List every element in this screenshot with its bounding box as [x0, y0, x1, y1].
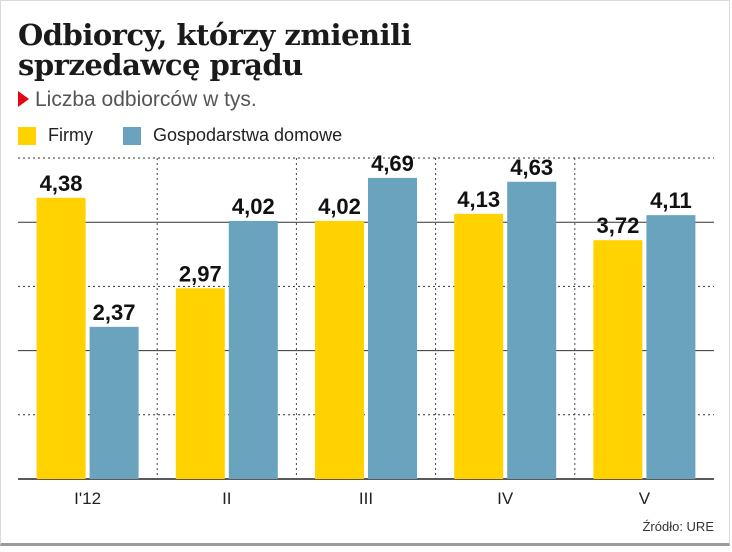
legend-item-firmy: Firmy [18, 125, 93, 146]
chart-subtitle: Liczba odbiorców w tys. [18, 88, 257, 112]
bar-gospodarstwa [228, 220, 278, 479]
x-tick-label: IV [497, 489, 514, 508]
data-label: 4,13 [457, 187, 500, 212]
bar-firmy [593, 240, 643, 479]
bar-firmy [36, 197, 86, 479]
legend-item-gospodarstwa: Gospodarstwa domowe [122, 125, 343, 146]
legend-swatch-gospodarstwa [122, 126, 141, 145]
data-label: 4,02 [232, 194, 275, 219]
bar-firmy [315, 220, 364, 479]
chart-title: Odbiorcy, którzy zmienili sprzedawcę prą… [18, 18, 412, 82]
x-tick-label: II [222, 489, 231, 508]
data-label: 2,37 [93, 300, 136, 325]
legend-label-firmy: Firmy [48, 125, 93, 145]
data-label: 4,11 [650, 188, 692, 213]
bar-gospodarstwa [507, 181, 557, 479]
bar-firmy [175, 288, 225, 479]
data-label: 4,02 [318, 194, 361, 219]
bar-firmy [454, 213, 504, 479]
bar-gospodarstwa [89, 326, 139, 479]
data-label: 4,63 [510, 155, 553, 180]
x-tick-label: III [359, 489, 373, 508]
bar-gospodarstwa [368, 177, 417, 480]
chart-subtitle-text: Liczba odbiorców w tys. [35, 88, 257, 111]
data-label: 4,69 [371, 151, 414, 176]
triangle-arrow-icon [18, 91, 29, 107]
data-label: 2,97 [179, 261, 222, 286]
source-note: Źródło: URE [642, 519, 714, 534]
legend: Firmy Gospodarstwa domowe [18, 125, 372, 146]
legend-swatch-firmy [18, 126, 36, 145]
data-label: 3,72 [596, 213, 639, 238]
data-label: 4,38 [40, 171, 83, 196]
x-tick-label: I'12 [74, 489, 101, 508]
legend-label-gospodarstwa: Gospodarstwa domowe [152, 125, 343, 145]
x-tick-label: V [639, 489, 651, 508]
bar-gospodarstwa [646, 215, 696, 479]
